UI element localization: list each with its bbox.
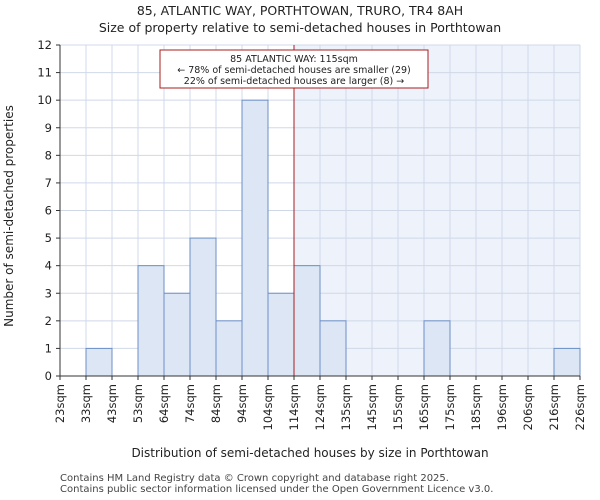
x-tick-label: 216sqm bbox=[547, 384, 561, 430]
x-axis-title: Distribution of semi-detached houses by … bbox=[131, 446, 488, 460]
histogram-bar[interactable] bbox=[137, 265, 165, 377]
y-tick-label: 12 bbox=[37, 38, 52, 52]
x-tick-label: 43sqm bbox=[105, 384, 119, 423]
x-tick-label: 74sqm bbox=[183, 384, 197, 423]
x-tick-label: 124sqm bbox=[313, 384, 327, 430]
annotation-line-1: 85 ATLANTIC WAY: 115sqm bbox=[230, 54, 358, 65]
y-tick-label: 6 bbox=[45, 204, 52, 218]
x-tick-label: 165sqm bbox=[417, 384, 431, 430]
x-tick-label: 64sqm bbox=[157, 384, 171, 423]
y-tick-label: 7 bbox=[45, 176, 52, 190]
x-tick-label: 175sqm bbox=[443, 384, 457, 430]
y-tick-label: 3 bbox=[45, 286, 52, 300]
y-tick-label: 0 bbox=[45, 369, 52, 383]
y-axis-title: Number of semi-detached properties bbox=[2, 105, 16, 327]
x-tick-label: 53sqm bbox=[131, 384, 145, 423]
x-tick-label: 84sqm bbox=[209, 384, 223, 423]
x-tick-label: 33sqm bbox=[79, 384, 93, 423]
y-tick-label: 4 bbox=[45, 259, 52, 273]
x-tick-label: 23sqm bbox=[53, 384, 67, 423]
chart-subtitle: Size of property relative to semi-detach… bbox=[98, 20, 502, 35]
x-tick-label: 94sqm bbox=[235, 384, 249, 423]
footer-copyright: Contains HM Land Registry data © Crown c… bbox=[60, 473, 449, 484]
histogram-bar[interactable] bbox=[319, 320, 347, 377]
histogram-bar[interactable] bbox=[215, 320, 243, 377]
x-tick-label: 135sqm bbox=[339, 384, 353, 430]
histogram-bar[interactable] bbox=[189, 237, 217, 377]
annotation-box: 85 ATLANTIC WAY: 115sqm ← 78% of semi-de… bbox=[159, 49, 429, 89]
x-tick-label: 114sqm bbox=[287, 384, 301, 430]
histogram-bar[interactable] bbox=[163, 292, 191, 377]
x-tick-label: 145sqm bbox=[365, 384, 379, 430]
y-tick-label: 1 bbox=[45, 341, 52, 355]
y-tick-label: 10 bbox=[37, 93, 52, 107]
histogram-bar[interactable] bbox=[267, 292, 295, 377]
x-tick-label: 185sqm bbox=[469, 384, 483, 430]
histogram-bar[interactable] bbox=[241, 99, 269, 377]
y-tick-label: 11 bbox=[37, 66, 52, 80]
annotation-line-2: ← 78% of semi-detached houses are smalle… bbox=[177, 65, 411, 76]
y-tick-label: 9 bbox=[45, 121, 52, 135]
histogram-bar[interactable] bbox=[293, 265, 321, 377]
x-tick-label: 104sqm bbox=[261, 384, 275, 430]
footer-licence: Contains public sector information licen… bbox=[60, 484, 494, 495]
x-tick-label: 206sqm bbox=[521, 384, 535, 430]
y-tick-label: 8 bbox=[45, 148, 52, 162]
y-tick-label: 2 bbox=[45, 314, 52, 328]
histogram-bar[interactable] bbox=[85, 347, 113, 377]
x-tick-label: 155sqm bbox=[391, 384, 405, 430]
chart-title: 85, ATLANTIC WAY, PORTHTOWAN, TRURO, TR4… bbox=[136, 3, 464, 18]
y-tick-label: 5 bbox=[45, 231, 52, 245]
histogram-bar[interactable] bbox=[423, 320, 451, 377]
x-tick-label: 196sqm bbox=[495, 384, 509, 430]
x-tick-label: 226sqm bbox=[573, 384, 587, 430]
annotation-line-3: 22% of semi-detached houses are larger (… bbox=[184, 76, 404, 87]
histogram-bar[interactable] bbox=[553, 347, 581, 377]
